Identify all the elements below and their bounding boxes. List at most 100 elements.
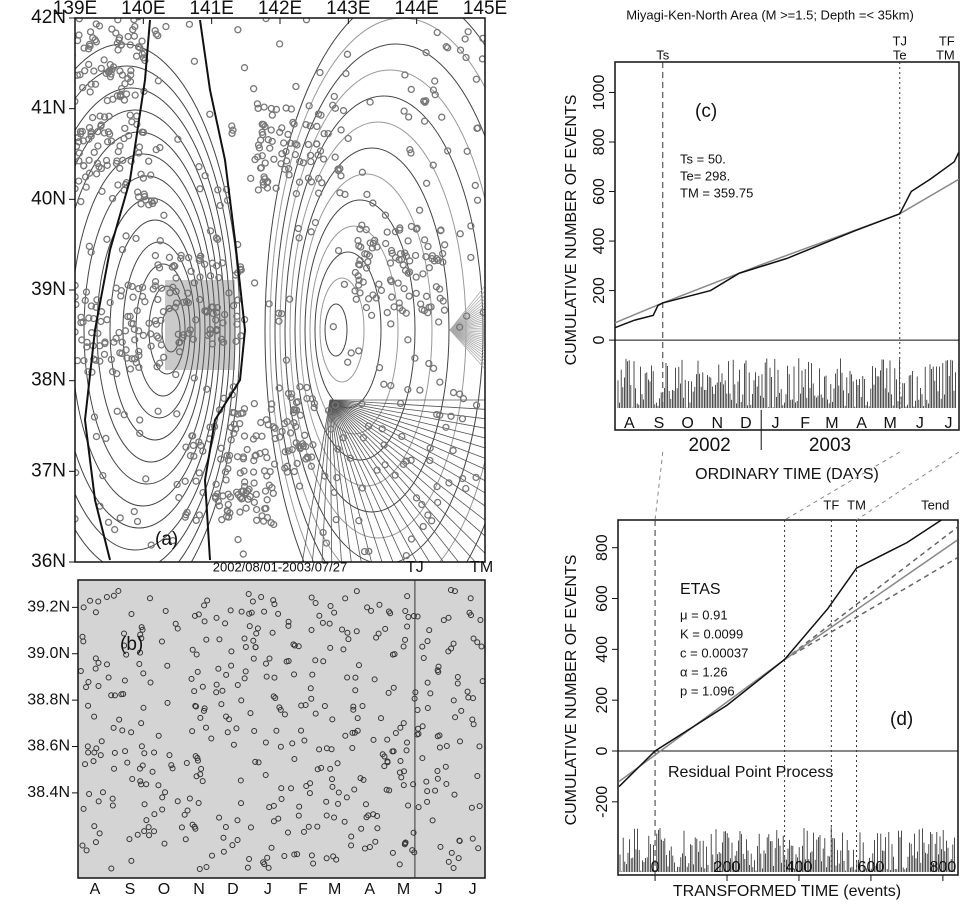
event-dot xyxy=(199,683,206,690)
event-dot xyxy=(469,716,476,723)
event-dot xyxy=(92,655,99,662)
event-dot xyxy=(154,31,162,40)
event-dot xyxy=(68,119,74,125)
event-dot xyxy=(103,235,111,243)
event-dot xyxy=(262,504,270,513)
event-dot xyxy=(433,410,441,419)
event-dot xyxy=(192,516,200,525)
event-dot xyxy=(443,742,450,749)
event-dot xyxy=(386,259,395,267)
event-dot xyxy=(347,349,355,357)
event-dot xyxy=(400,768,407,775)
event-dot xyxy=(437,843,444,850)
x-tick-label: 139E xyxy=(53,0,97,19)
event-dot xyxy=(271,434,279,443)
event-dot xyxy=(351,786,358,793)
annotation: p = 1.096 xyxy=(680,683,735,698)
event-dot xyxy=(202,308,211,316)
y-tick-label: 0 xyxy=(594,746,611,755)
event-dot xyxy=(161,840,168,847)
event-dot xyxy=(184,254,193,262)
event-dot xyxy=(270,802,277,809)
event-dot xyxy=(372,838,379,845)
event-dot xyxy=(98,738,105,745)
contour xyxy=(319,277,365,383)
event-dot xyxy=(188,675,195,682)
fan-line xyxy=(449,329,485,370)
event-dot xyxy=(85,749,92,756)
fan-line xyxy=(449,329,485,335)
event-dot xyxy=(383,308,391,317)
event-dot xyxy=(135,363,143,372)
event-dot xyxy=(201,705,208,712)
event-dot xyxy=(199,778,206,785)
event-dot xyxy=(285,618,292,625)
event-dot xyxy=(404,739,411,746)
event-dot xyxy=(395,299,403,307)
event-dot xyxy=(306,790,313,797)
event-dot xyxy=(250,479,258,487)
event-dot xyxy=(135,18,142,20)
fan-line xyxy=(329,399,405,562)
event-dot xyxy=(406,257,414,265)
event-dot xyxy=(109,95,117,103)
event-dot xyxy=(111,765,118,772)
event-dot xyxy=(344,629,351,636)
event-dot xyxy=(228,129,236,138)
fan-line xyxy=(449,294,485,331)
event-dot xyxy=(121,642,128,649)
event-dot xyxy=(122,232,130,240)
event-dot xyxy=(95,798,102,805)
event-dot xyxy=(287,393,295,401)
event-dot xyxy=(396,399,405,408)
event-dot xyxy=(109,795,116,802)
event-dot xyxy=(263,673,270,680)
event-dot xyxy=(419,270,427,278)
event-dot xyxy=(277,706,284,713)
annotation: Ts = 50. xyxy=(680,151,726,166)
event-dot xyxy=(87,597,94,604)
event-dot xyxy=(355,517,363,525)
fan-line xyxy=(329,399,485,470)
event-dot xyxy=(137,649,144,656)
event-dot xyxy=(242,668,249,675)
event-dot xyxy=(292,82,300,91)
event-dot xyxy=(252,451,260,459)
event-dot xyxy=(472,401,481,409)
event-dot xyxy=(339,626,346,633)
annotation: μ = 0.91 xyxy=(680,607,728,622)
event-dot xyxy=(475,845,482,852)
event-dot xyxy=(281,448,289,456)
y-tick-label: 39.0N xyxy=(27,645,70,662)
event-dot xyxy=(392,729,399,736)
event-dot xyxy=(106,130,114,138)
event-dot xyxy=(265,864,272,871)
event-dot xyxy=(165,304,173,313)
event-dot xyxy=(448,645,455,652)
event-dot xyxy=(126,365,135,373)
event-dot xyxy=(228,122,236,130)
event-dot xyxy=(362,303,371,312)
event-dot xyxy=(281,711,288,718)
event-dot xyxy=(404,623,411,630)
event-dot xyxy=(400,720,407,727)
event-dot xyxy=(214,235,222,244)
event-dot xyxy=(318,764,325,771)
event-dot xyxy=(162,607,169,614)
event-dot xyxy=(154,334,163,342)
month-label: A xyxy=(856,415,867,432)
event-dot xyxy=(312,710,319,717)
event-dot xyxy=(415,206,424,214)
event-dot xyxy=(371,676,378,683)
event-dot xyxy=(471,181,479,190)
event-dot xyxy=(189,335,197,343)
event-dot xyxy=(139,128,148,137)
event-dot xyxy=(123,651,130,658)
event-dot xyxy=(420,654,427,661)
event-dot xyxy=(169,765,176,772)
event-dot xyxy=(182,836,189,843)
event-dot xyxy=(78,336,86,344)
event-dot xyxy=(190,279,198,287)
event-dot xyxy=(456,323,464,331)
event-dot xyxy=(112,159,121,168)
